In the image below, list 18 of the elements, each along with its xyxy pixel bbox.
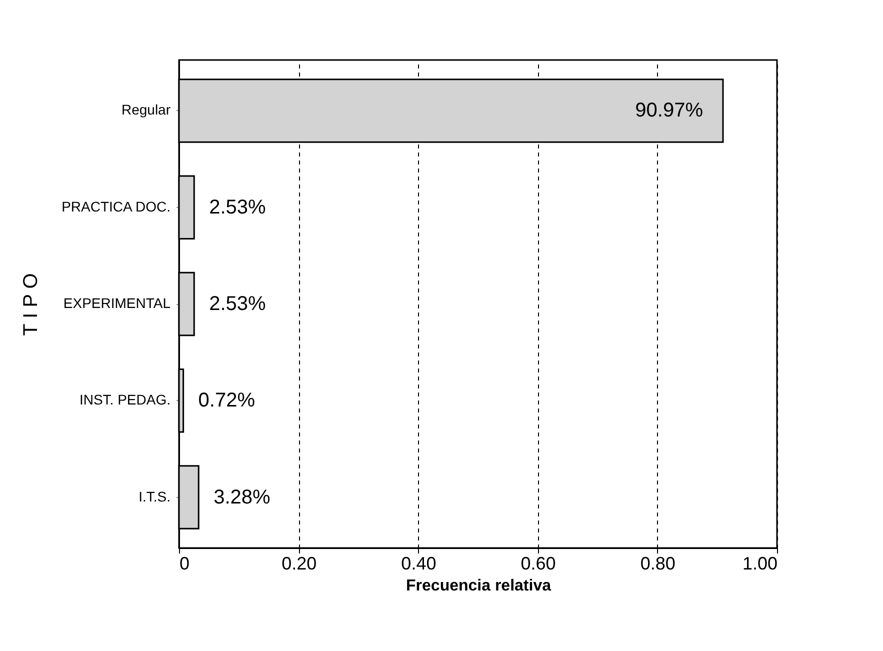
x-axis-title: Frecuencia relativa xyxy=(406,578,552,594)
y-tick-label: Regular xyxy=(121,102,171,118)
data-label: 90.97% xyxy=(635,100,704,122)
x-tick-label: 0.20 xyxy=(282,554,317,574)
x-tick-label: 0.80 xyxy=(640,554,676,574)
x-tick-label: 0 xyxy=(180,554,190,574)
data-label: 2.53% xyxy=(209,196,266,218)
data-label: 2.53% xyxy=(209,293,266,315)
x-tick-label: 0.40 xyxy=(401,554,436,574)
y-tick-label: I.T.S. xyxy=(138,488,170,504)
data-label: 3.28% xyxy=(214,486,271,508)
y-tick-label: EXPERIMENTAL xyxy=(63,295,171,311)
x-tick-label: 0.60 xyxy=(520,554,556,574)
y-tick-label: PRACTICA DOC. xyxy=(62,198,170,214)
x-tick-label: 1.00 xyxy=(742,554,778,574)
data-label: 0.72% xyxy=(198,390,256,412)
y-tick-label: INST. PEDAG. xyxy=(79,392,170,408)
y-axis-title: T I P O xyxy=(20,273,42,336)
